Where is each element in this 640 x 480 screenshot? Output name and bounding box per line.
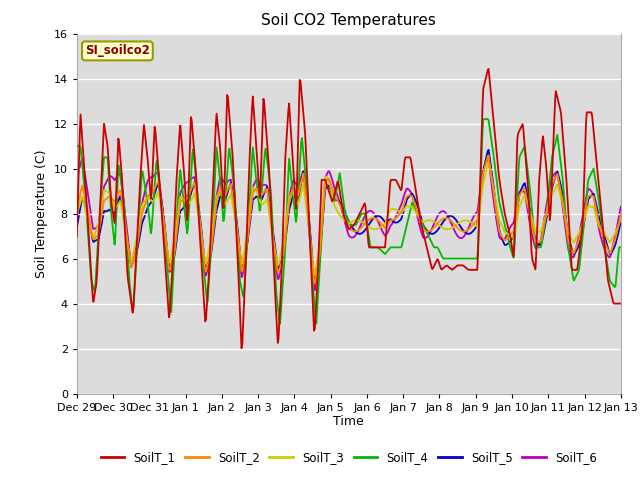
SoilT_5 xyxy=(448,213,456,219)
SoilT_6 xyxy=(395,207,403,213)
SoilT_6 xyxy=(342,223,349,228)
SoilT_1 xyxy=(73,233,81,239)
SoilT_1 xyxy=(617,300,625,306)
SoilT_4 xyxy=(73,143,81,149)
SoilT_2 xyxy=(484,153,492,158)
SoilT_1 xyxy=(394,181,402,187)
SoilT_5 xyxy=(73,225,81,230)
SoilT_2 xyxy=(341,215,349,220)
SoilT_5 xyxy=(568,248,576,254)
SoilT_2 xyxy=(216,187,223,193)
SoilT_6 xyxy=(78,156,86,162)
SoilT_6 xyxy=(617,204,625,210)
SoilT_4 xyxy=(394,244,402,250)
SoilT_2 xyxy=(394,213,402,219)
X-axis label: Time: Time xyxy=(333,415,364,429)
Line: SoilT_5: SoilT_5 xyxy=(77,150,621,279)
SoilT_1 xyxy=(568,267,576,273)
SoilT_1 xyxy=(448,266,456,272)
SoilT_5 xyxy=(394,219,402,225)
SoilT_4 xyxy=(568,271,576,276)
Line: SoilT_2: SoilT_2 xyxy=(77,156,621,283)
SoilT_4 xyxy=(617,244,625,250)
Line: SoilT_4: SoilT_4 xyxy=(77,119,621,324)
SoilT_5 xyxy=(484,147,492,153)
SoilT_3 xyxy=(193,200,200,205)
SoilT_3 xyxy=(394,208,402,214)
Title: Soil CO2 Temperatures: Soil CO2 Temperatures xyxy=(261,13,436,28)
SoilT_4 xyxy=(341,210,349,216)
SoilT_6 xyxy=(568,254,576,260)
SoilT_5 xyxy=(617,218,625,224)
SoilT_3 xyxy=(341,218,349,224)
SoilT_1 xyxy=(341,216,349,221)
SoilT_6 xyxy=(311,288,319,293)
SoilT_3 xyxy=(617,216,625,222)
SoilT_2 xyxy=(311,280,319,286)
SoilT_3 xyxy=(216,187,223,193)
SoilT_4 xyxy=(276,321,284,327)
SoilT_2 xyxy=(193,191,200,196)
SoilT_3 xyxy=(73,212,81,217)
SoilT_1 xyxy=(193,173,200,179)
SoilT_5 xyxy=(193,189,200,194)
SoilT_4 xyxy=(448,256,456,262)
SoilT_2 xyxy=(617,212,625,218)
SoilT_4 xyxy=(479,116,487,122)
SoilT_2 xyxy=(73,207,81,213)
Text: SI_soilco2: SI_soilco2 xyxy=(85,44,150,58)
Line: SoilT_1: SoilT_1 xyxy=(77,69,621,348)
SoilT_6 xyxy=(216,175,224,181)
Line: SoilT_3: SoilT_3 xyxy=(77,161,621,276)
SoilT_6 xyxy=(449,223,456,228)
Legend: SoilT_1, SoilT_2, SoilT_3, SoilT_4, SoilT_5, SoilT_6: SoilT_1, SoilT_2, SoilT_3, SoilT_4, Soil… xyxy=(96,446,602,469)
SoilT_5 xyxy=(311,276,319,282)
SoilT_6 xyxy=(193,193,201,199)
SoilT_4 xyxy=(216,173,223,179)
SoilT_6 xyxy=(73,177,81,182)
SoilT_3 xyxy=(484,158,492,164)
SoilT_2 xyxy=(568,249,576,254)
Line: SoilT_6: SoilT_6 xyxy=(77,159,621,290)
SoilT_3 xyxy=(568,238,576,243)
SoilT_1 xyxy=(237,345,245,351)
SoilT_4 xyxy=(193,178,200,183)
SoilT_3 xyxy=(310,273,318,278)
SoilT_1 xyxy=(216,139,223,145)
SoilT_2 xyxy=(448,218,456,224)
Y-axis label: Soil Temperature (C): Soil Temperature (C) xyxy=(35,149,48,278)
SoilT_5 xyxy=(341,209,349,215)
SoilT_5 xyxy=(216,195,223,201)
SoilT_3 xyxy=(448,225,456,231)
SoilT_1 xyxy=(484,66,492,72)
